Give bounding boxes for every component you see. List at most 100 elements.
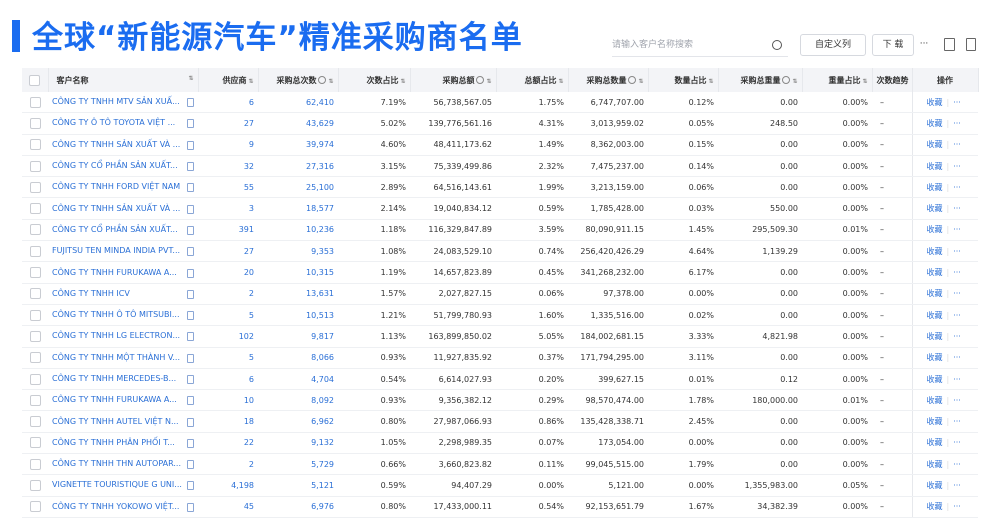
favorite-link[interactable]: 收藏	[926, 225, 943, 235]
favorite-link[interactable]: 收藏	[926, 374, 943, 384]
more-link[interactable]: ···	[953, 182, 961, 192]
value-cell[interactable]: 18	[198, 410, 258, 433]
sort-icon[interactable]: ⇅	[638, 77, 644, 85]
value-cell[interactable]: 10,236	[258, 219, 338, 242]
value-cell[interactable]: 5	[198, 347, 258, 369]
customer-name[interactable]: CÔNG TY TNHH MỘT THÀNH V...	[52, 352, 180, 362]
checkbox[interactable]	[29, 394, 41, 406]
value-cell[interactable]: 45	[198, 496, 258, 518]
copy-icon[interactable]	[187, 417, 194, 427]
checkbox[interactable]	[29, 267, 41, 279]
export-icon[interactable]	[966, 38, 976, 51]
sort-icon[interactable]: ⇅	[328, 77, 334, 85]
value-cell[interactable]: 4,198	[198, 474, 258, 497]
copy-icon[interactable]	[187, 247, 194, 257]
customer-name[interactable]: CÔNG TY Ô TÔ TOYOTA VIỆT ...	[52, 118, 176, 128]
checkbox[interactable]	[29, 501, 41, 513]
checkbox[interactable]	[29, 203, 41, 215]
copy-icon[interactable]	[187, 481, 194, 491]
more-button[interactable]: ···	[914, 34, 934, 54]
more-link[interactable]: ···	[953, 140, 961, 150]
value-cell[interactable]: 6	[198, 92, 258, 114]
checkbox[interactable]	[29, 479, 41, 491]
checkbox[interactable]	[29, 245, 41, 257]
customer-name[interactable]: CÔNG TY TNHH YOKOWO VIỆT...	[52, 501, 180, 511]
favorite-link[interactable]: 收藏	[926, 502, 943, 512]
delete-icon[interactable]	[944, 38, 955, 51]
copy-icon[interactable]	[187, 438, 194, 448]
checkbox[interactable]	[29, 139, 41, 151]
download-button[interactable]: 下 载	[872, 34, 914, 56]
more-link[interactable]: ···	[953, 417, 961, 427]
favorite-link[interactable]: 收藏	[926, 310, 943, 320]
favorite-link[interactable]: 收藏	[926, 161, 943, 171]
favorite-link[interactable]: 收藏	[926, 204, 943, 214]
more-link[interactable]: ···	[953, 502, 961, 512]
favorite-link[interactable]: 收藏	[926, 289, 943, 299]
checkbox[interactable]	[29, 437, 41, 449]
value-cell[interactable]: 32	[198, 155, 258, 178]
value-cell[interactable]: 5	[198, 304, 258, 327]
copy-icon[interactable]	[187, 140, 194, 150]
favorite-link[interactable]: 收藏	[926, 331, 943, 341]
value-cell[interactable]: 9,817	[258, 325, 338, 348]
more-link[interactable]: ···	[953, 161, 961, 171]
value-cell[interactable]: 27	[198, 112, 258, 135]
favorite-link[interactable]: 收藏	[926, 438, 943, 448]
checkbox[interactable]	[29, 309, 41, 321]
value-cell[interactable]: 6	[198, 368, 258, 391]
value-cell[interactable]: 3	[198, 197, 258, 220]
value-cell[interactable]: 5,121	[258, 474, 338, 497]
more-link[interactable]: ···	[953, 97, 961, 107]
value-cell[interactable]: 20	[198, 261, 258, 284]
checkbox[interactable]	[29, 74, 41, 86]
sort-icon[interactable]: ⇅	[400, 77, 406, 85]
customer-name[interactable]: CÔNG TY TNHH ICV	[52, 288, 130, 298]
checkbox[interactable]	[29, 458, 41, 470]
checkbox[interactable]	[29, 224, 41, 236]
copy-icon[interactable]	[187, 353, 194, 363]
checkbox[interactable]	[29, 330, 41, 342]
more-link[interactable]: ···	[953, 268, 961, 278]
more-link[interactable]: ···	[953, 353, 961, 363]
value-cell[interactable]: 10	[198, 389, 258, 412]
value-cell[interactable]: 10,513	[258, 304, 338, 327]
copy-icon[interactable]	[187, 332, 194, 342]
more-link[interactable]: ···	[953, 118, 961, 128]
more-link[interactable]: ···	[953, 480, 961, 490]
value-cell[interactable]: 9,353	[258, 240, 338, 263]
customer-name[interactable]: CÔNG TY TNHH PHÂN PHỐI T...	[52, 437, 175, 447]
customer-name[interactable]: CÔNG TY TNHH THN AUTOPAR...	[52, 459, 181, 469]
copy-icon[interactable]	[187, 98, 194, 108]
customer-name[interactable]: CÔNG TY TNHH LG ELECTRON...	[52, 331, 181, 341]
favorite-link[interactable]: 收藏	[926, 459, 943, 469]
value-cell[interactable]: 22	[198, 432, 258, 455]
search-icon[interactable]	[772, 40, 782, 50]
value-cell[interactable]: 27	[198, 240, 258, 263]
checkbox[interactable]	[29, 288, 41, 300]
value-cell[interactable]: 8,066	[258, 347, 338, 369]
value-cell[interactable]: 13,631	[258, 283, 338, 305]
value-cell[interactable]: 25,100	[258, 176, 338, 199]
favorite-link[interactable]: 收藏	[926, 182, 943, 192]
customer-name[interactable]: CÔNG TY TNHH AUTEL VIỆT N...	[52, 416, 179, 426]
checkbox[interactable]	[29, 96, 41, 108]
copy-icon[interactable]	[187, 183, 194, 193]
sort-icon[interactable]: ⇅	[862, 77, 868, 85]
value-cell[interactable]: 102	[198, 325, 258, 348]
search-box[interactable]: 请输入客户名称搜索	[612, 34, 788, 57]
copy-icon[interactable]	[187, 119, 194, 129]
customer-name[interactable]: CÔNG TY TNHH SẢN XUẤT VÀ ...	[52, 203, 181, 213]
favorite-link[interactable]: 收藏	[926, 97, 943, 107]
more-link[interactable]: ···	[953, 225, 961, 235]
value-cell[interactable]: 5,729	[258, 453, 338, 476]
customer-name[interactable]: CÔNG TY TNHH SẢN XUẤT VÀ ...	[52, 139, 181, 149]
more-link[interactable]: ···	[953, 331, 961, 341]
value-cell[interactable]: 62,410	[258, 92, 338, 114]
copy-icon[interactable]	[187, 289, 194, 299]
value-cell[interactable]: 55	[198, 176, 258, 199]
customer-name[interactable]: CÔNG TY TNHH MERCEDES-B...	[52, 374, 177, 383]
sort-icon[interactable]: ⇅	[708, 77, 714, 85]
value-cell[interactable]: 2	[198, 283, 258, 305]
sort-icon[interactable]: ⇅	[248, 77, 254, 85]
